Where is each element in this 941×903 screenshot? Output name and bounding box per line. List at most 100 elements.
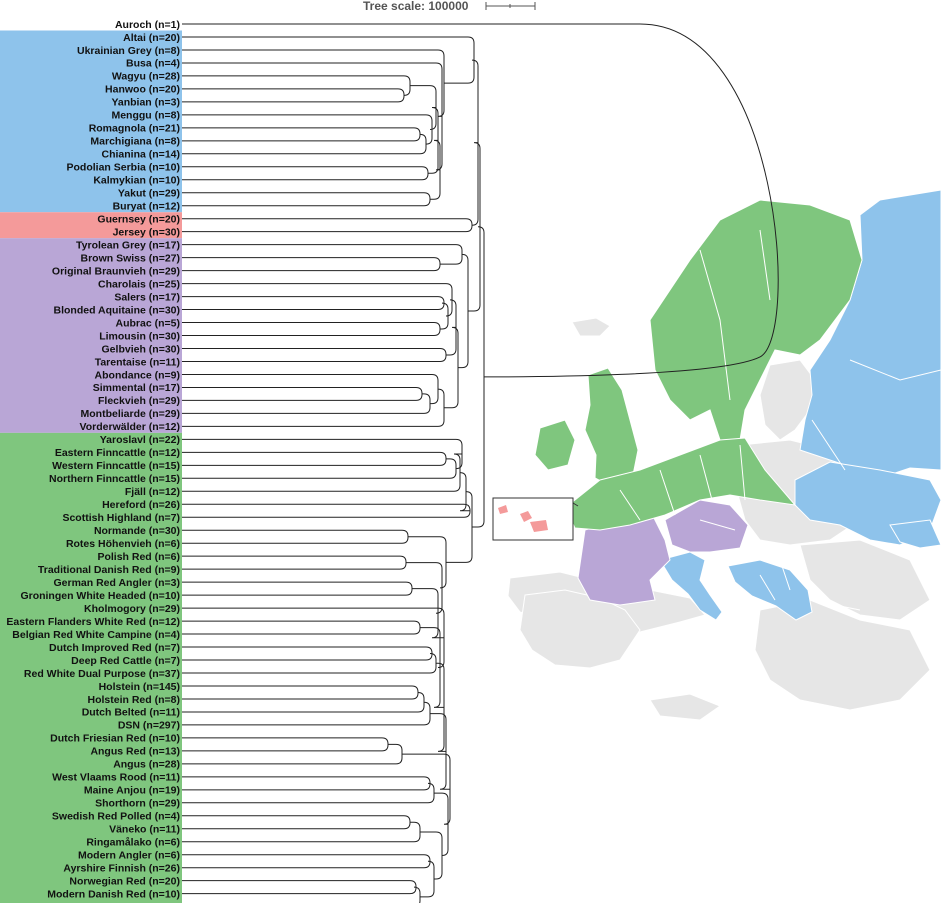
leaf-label: Fjäll (n=12) [125,486,180,498]
tree-branch [182,296,445,311]
map-region-caucasus-blue [889,519,941,549]
tree-branch [182,620,421,635]
tree-branch [182,192,431,207]
tree-branch [182,283,453,317]
channel-islands-inset [492,497,579,541]
leaf-label: German Red Angler (n=3) [53,577,180,589]
tree-branch [182,451,447,466]
leaf-label: Brown Swiss (n=27) [81,252,180,264]
leaf-label: Vorderwälder (n=12) [80,421,180,433]
tree-branch [182,127,421,142]
tree-branch [182,653,437,674]
leaf-label: Swedish Red Polled (n=4) [52,811,180,823]
leaf-label: Blonded Aquitaine (n=30) [54,304,181,316]
tree-branch [182,75,411,96]
tree-branch [406,562,443,614]
tree-branch [446,491,473,563]
leaf-label: Scottish Highland (n=7) [62,512,180,524]
leaf-label: Guernsey (n=20) [97,214,180,226]
leaf-label: Traditional Danish Red (n=9) [38,564,180,576]
tree-branch [182,701,431,726]
tree-branch [182,581,413,596]
tree-branch [182,737,389,752]
tree-branch [182,821,421,843]
tree-branch [471,59,479,226]
map-region-central-europe-green [564,437,797,531]
band-blue [0,30,182,213]
tree-branch-outgroup [182,23,779,378]
leaf-label: Eastern Finncattle (n=12) [55,447,180,459]
map-region-russia-blue [799,189,941,479]
tree-branch [434,792,449,857]
tree-branch [182,166,429,181]
map-land-greece-turkey [754,599,931,711]
leaf-label: Tarentaise (n=11) [95,356,180,368]
leaf-label: Kalmykian (n=10) [93,175,180,187]
inset-pointer [572,502,579,507]
tree-branch [182,244,463,265]
inset-sark [520,511,532,522]
leaf-label: Gelbvieh (n=30) [102,343,180,355]
leaf-label: Angus (n=28) [113,759,180,771]
tree-branch [182,782,435,804]
tree-scale: Tree scale: 100000 [363,0,536,13]
tree-branch [182,388,445,427]
band-green [0,432,182,903]
leaf-label: Busa (n=4) [126,58,180,70]
leaf-label: Maine Anjou (n=19) [84,785,180,797]
leaf-label: Montbeliarde (n=29) [81,408,180,420]
leaf-label: Altai (n=20) [123,32,180,44]
map-region-italy-blue [659,551,723,621]
leaf-label: Romagnola (n=21) [89,123,180,135]
leaf-label: Swedish Red (n=4) [86,901,180,903]
leaf-label: Simmental (n=17) [93,382,180,394]
map-region-british-isles-green [584,367,639,487]
leaf-label: Ukrainian Grey (n=8) [77,45,180,57]
leaf-label: Limousin (n=30) [99,330,180,342]
tree-branch [182,776,431,791]
leaf-label: Ayrshire Finnish (n=26) [63,863,180,875]
leaf-label: DSN (n=297) [118,720,180,732]
leaf-label: Charolais (n=25) [98,278,180,290]
tree-branch [182,458,457,479]
tree-branch [458,253,469,369]
leaf-label: Norwegian Red (n=20) [69,875,180,887]
leaf-label: Auroch (n=1) [115,19,180,31]
tree-branch [182,49,445,117]
leaf-label: Rotes Höhenvieh (n=6) [66,538,180,550]
leaf-label: Jersey (n=30) [113,226,180,238]
leaf-label: Menggu (n=8) [111,110,180,122]
map-region-alps-purple [664,499,749,553]
inset-jersey [530,520,548,532]
tree-branch [182,88,405,103]
tree-branch [182,438,463,470]
leaf-label: Modern Danish Red (n=10) [47,888,180,900]
leaf-label: Väneko (n=11) [109,824,180,836]
leaf-label: Marchigiana (n=8) [90,136,180,148]
map-land-baltic-grey [759,359,816,441]
leaf-label: Hereford (n=26) [102,499,180,511]
tree-branch [472,226,485,528]
leaf-labels: Auroch (n=1)Altai (n=20)Ukrainian Grey (… [6,19,180,903]
phylogenetic-tree [182,23,779,903]
leaf-label: Modern Angler (n=6) [78,850,180,862]
europe-map [492,189,941,721]
tree-branch [182,555,407,570]
leaf-label: Belgian Red White Campine (n=4) [12,629,180,641]
tree-scale-label: Tree scale: 100000 [363,0,469,13]
tree-branch [182,880,417,895]
leaf-label: Dutch Improved Red (n=7) [49,642,180,654]
tree-branch [182,646,433,661]
tree-branch [459,472,470,512]
leaf-label: Angus Red (n=13) [90,746,180,758]
tree-branch [182,114,433,145]
leaf-label: Podolian Serbia (n=10) [67,162,181,174]
tree-branch [182,257,441,272]
leaf-label: Eastern Flanders White Red (n=12) [6,616,180,628]
map-land-iceland [571,317,611,337]
inset-guernsey [498,505,508,514]
tree-branch [182,322,441,337]
leaf-label: Abondance (n=9) [95,369,180,381]
tree-branch [420,860,435,898]
